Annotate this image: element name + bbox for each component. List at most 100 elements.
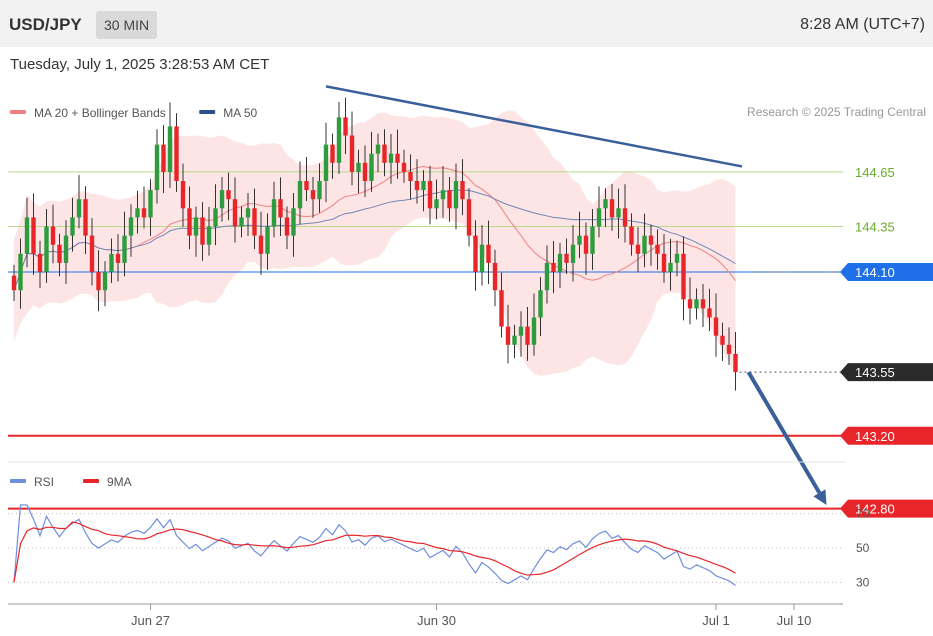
- level-tag-5: [840, 499, 933, 518]
- legend-label-1: MA 50: [223, 106, 257, 120]
- candle-body-48: [323, 144, 329, 181]
- candle-body-17: [122, 235, 127, 263]
- candle-body-100: [661, 253, 667, 272]
- candle-body-85: [564, 253, 569, 263]
- rsi-legend-label-1: 9MA: [107, 475, 132, 489]
- candle-body-81: [538, 290, 543, 318]
- candle-body-84: [557, 253, 563, 272]
- candle-body-32: [219, 190, 225, 209]
- candle-body-72: [479, 244, 485, 272]
- bollinger-band: [14, 110, 736, 376]
- level-label-0: 144.65: [855, 165, 895, 180]
- candle-body-87: [577, 235, 582, 245]
- candle-body-67: [447, 190, 452, 209]
- candle-body-36: [245, 208, 251, 218]
- candle-body-11: [83, 199, 88, 236]
- candle-body-104: [687, 299, 693, 309]
- x-tick-label-0: Jun 27: [131, 613, 170, 628]
- candle-body-98: [648, 235, 654, 245]
- candle-body-50: [336, 117, 342, 163]
- candle-body-42: [284, 217, 290, 236]
- candle-body-108: [713, 317, 719, 336]
- candle-body-51: [343, 117, 348, 136]
- candle-body-77: [512, 335, 517, 345]
- candle-body-53: [356, 162, 361, 172]
- candle-body-94: [622, 208, 628, 227]
- candle-body-57: [382, 144, 387, 163]
- candle-body-64: [427, 181, 433, 209]
- candle-body-19: [135, 208, 140, 218]
- candle-body-26: [180, 181, 186, 209]
- level-tag-text-2: 144.10: [855, 265, 895, 280]
- candle-body-60: [401, 162, 407, 172]
- candle-body-15: [109, 253, 114, 272]
- price-levels: [8, 171, 845, 510]
- candle-body-79: [525, 326, 530, 345]
- candle-body-0: [11, 275, 17, 291]
- candle-body-8: [63, 235, 69, 263]
- candle-body-41: [278, 199, 283, 218]
- candle-body-71: [473, 235, 478, 272]
- level-tag-text-3: 143.55: [855, 365, 895, 380]
- arrow-shaft: [746, 371, 822, 494]
- timeframe-badge[interactable]: 30 MIN: [96, 11, 158, 39]
- rsi-legend-label-0: RSI: [34, 475, 54, 489]
- chart-header: USD/JPY 30 MIN 8:28 AM (UTC+7): [0, 0, 933, 47]
- candle-body-5: [44, 226, 49, 272]
- candle-body-96: [635, 244, 641, 254]
- candle-body-6: [50, 226, 56, 245]
- candle-body-14: [102, 272, 108, 291]
- candle-body-103: [681, 253, 686, 300]
- candle-body-9: [70, 217, 75, 236]
- candle-body-102: [674, 253, 680, 263]
- candle-body-39: [265, 226, 270, 254]
- candle-body-59: [395, 153, 400, 163]
- candle-body-78: [518, 326, 524, 336]
- candle-body-92: [609, 199, 615, 218]
- candle-body-89: [590, 226, 595, 254]
- level-tag-2: [840, 263, 933, 281]
- candle-body-34: [232, 199, 238, 227]
- candle-body-25: [174, 126, 179, 181]
- candle-body-49: [330, 144, 335, 163]
- candle-body-24: [167, 126, 173, 172]
- candle-body-4: [37, 253, 43, 272]
- candle-body-29: [200, 217, 205, 245]
- candle-body-10: [76, 199, 82, 218]
- chart-datetime: Tuesday, July 1, 2025 3:28:53 AM CET: [10, 56, 270, 73]
- x-tick-label-1: Jun 30: [417, 613, 456, 628]
- candle-body-83: [551, 262, 556, 272]
- candle-body-23: [161, 144, 166, 172]
- candle-body-13: [96, 272, 101, 291]
- clock-label: 8:28 AM (UTC+7): [800, 16, 925, 33]
- symbol-label: USD/JPY: [9, 15, 82, 34]
- candle-body-101: [668, 262, 673, 272]
- trendline: [325, 85, 743, 168]
- candle-body-88: [583, 235, 589, 254]
- legend-swatch-0: [10, 110, 26, 114]
- candle-body-68: [453, 181, 459, 209]
- x-tick-label-2: Jul 1: [702, 613, 729, 628]
- candle-body-110: [726, 344, 732, 354]
- candle-body-22: [154, 144, 160, 191]
- candle-body-20: [141, 208, 147, 218]
- rsi-tick-1: 50: [856, 541, 870, 555]
- candle-body-44: [297, 181, 303, 209]
- rsi-tick-2: 30: [856, 575, 870, 589]
- forecast-arrow: [746, 371, 827, 505]
- candles: [11, 97, 738, 391]
- candle-body-35: [239, 217, 244, 227]
- candle-body-38: [258, 235, 264, 254]
- candle-body-40: [271, 199, 277, 227]
- level-tag-3: [840, 363, 933, 382]
- rsi-line: [13, 504, 736, 586]
- candle-body-82: [544, 262, 550, 291]
- rsi-legend-swatch-1: [83, 479, 99, 483]
- candle-body-90: [596, 208, 602, 227]
- ma50-line: [13, 189, 736, 291]
- candle-body-106: [700, 299, 706, 309]
- candle-body-21: [148, 190, 153, 218]
- candle-body-33: [226, 190, 231, 200]
- candle-body-31: [213, 208, 218, 227]
